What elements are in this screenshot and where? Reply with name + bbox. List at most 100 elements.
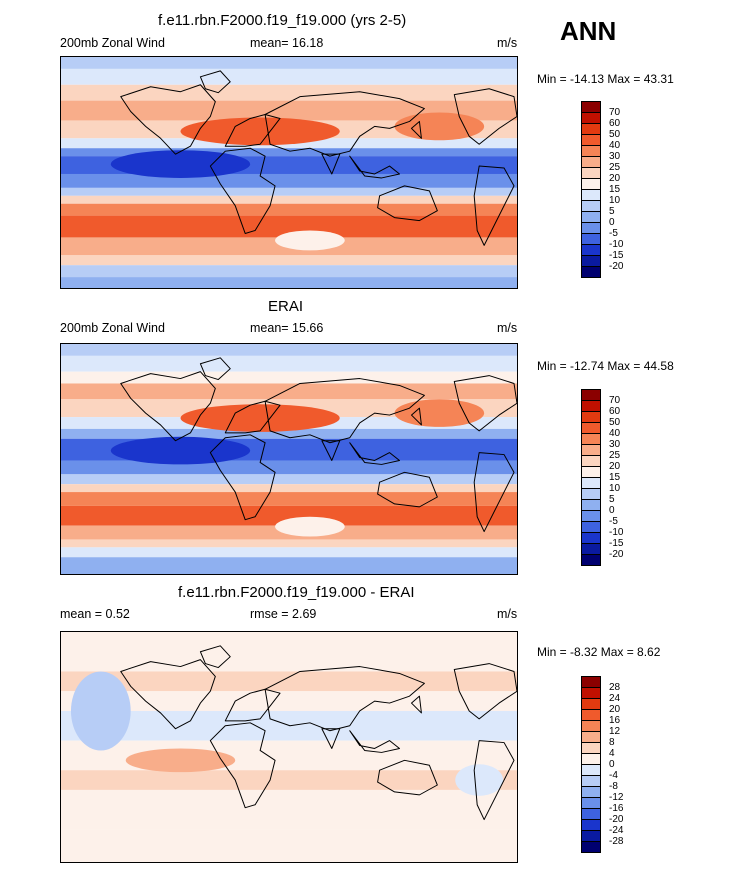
contour-feature — [455, 764, 504, 796]
contour-band — [61, 371, 517, 384]
colorbar-swatch — [581, 167, 601, 178]
colorbar-tick-label: 0 — [609, 217, 615, 228]
coastline — [453, 88, 517, 145]
colorbar-tick-label: -8 — [609, 781, 618, 792]
colorbar-swatch — [581, 521, 601, 532]
colorbar-swatch — [581, 178, 601, 189]
colorbar-swatch — [581, 742, 601, 753]
colorbar-tick-label: 15 — [609, 472, 621, 483]
colorbar-swatch — [581, 830, 601, 841]
coastline — [264, 91, 425, 157]
coastline — [199, 645, 231, 669]
colorbar-tick-label: 5 — [609, 206, 615, 217]
colorbar-swatch — [581, 422, 601, 433]
colorbar-swatch — [581, 543, 601, 554]
contour-band — [61, 691, 517, 711]
contour-band — [61, 671, 517, 692]
colorbar-swatch — [581, 676, 601, 687]
panel-2-variable-label: 200mb Zonal Wind — [60, 321, 165, 335]
contour-band — [61, 789, 517, 830]
contour-band — [61, 148, 517, 157]
colorbar-swatch — [581, 145, 601, 156]
colorbar-tick-label: 20 — [609, 461, 621, 472]
panel-1-minmax-label: Min = -14.13 Max = 43.31 — [537, 72, 674, 86]
contour-band — [61, 100, 517, 121]
colorbar-swatch — [581, 266, 601, 277]
colorbar-tick-label: 12 — [609, 726, 621, 737]
contour-band — [61, 474, 517, 485]
colorbar-swatch — [581, 189, 601, 200]
panel-3-rmse-label: rmse = 2.69 — [250, 607, 317, 621]
coastline — [377, 471, 438, 508]
colorbar-swatch — [581, 123, 601, 134]
colorbar-tick-label: 60 — [609, 118, 621, 129]
colorbar-tick-label: 30 — [609, 151, 621, 162]
panel-3-units-label: m/s — [497, 607, 518, 621]
contour-band — [61, 428, 517, 439]
colorbar-tick-label: -15 — [609, 538, 624, 549]
colorbar-swatch — [581, 554, 601, 565]
coastline — [473, 740, 515, 821]
colorbar-tick-label: 0 — [609, 759, 615, 770]
contour-band — [61, 68, 517, 85]
colorbar-swatch — [581, 233, 601, 244]
panel-2-map — [60, 343, 518, 575]
coastline — [224, 688, 281, 722]
contour-band — [61, 383, 517, 400]
panel-1-map — [60, 56, 518, 289]
contour-band — [61, 265, 517, 278]
coastline — [410, 407, 422, 426]
coastline — [473, 452, 515, 533]
panel-3-mean-label: mean = 0.52 — [60, 607, 130, 621]
contour-feature — [394, 112, 485, 141]
colorbar-tick-label: 25 — [609, 450, 621, 461]
colorbar-tick-label: -20 — [609, 814, 624, 825]
colorbar-tick-label: 28 — [609, 682, 621, 693]
coastline — [377, 759, 438, 796]
colorbar-swatch — [581, 156, 601, 167]
contour-feature — [110, 150, 251, 178]
contour-band — [61, 277, 517, 288]
coastline — [209, 722, 276, 809]
contour-band — [61, 484, 517, 493]
colorbar-tick-label: -5 — [609, 516, 618, 527]
coastline — [349, 155, 401, 179]
contour-feature — [70, 671, 131, 751]
colorbar-tick-label: 70 — [609, 395, 621, 406]
colorbar-tick-label: -10 — [609, 527, 624, 538]
contour-band — [61, 203, 517, 216]
colorbar-tick-label: -4 — [609, 770, 618, 781]
colorbar-tick-label: 60 — [609, 406, 621, 417]
contour-band — [61, 255, 517, 266]
coastline — [199, 357, 231, 381]
contour-band — [61, 344, 517, 356]
colorbar-tick-label: 24 — [609, 693, 621, 704]
colorbar-swatch — [581, 244, 601, 255]
colorbar-swatch — [581, 411, 601, 422]
coastline — [321, 728, 341, 749]
colorbar-tick-label: -20 — [609, 261, 624, 272]
colorbar-swatch — [581, 255, 601, 266]
coastline — [453, 663, 517, 720]
contour-band — [61, 547, 517, 558]
coastline — [209, 147, 276, 234]
contour-feature — [275, 230, 345, 251]
colorbar-swatch — [581, 720, 601, 731]
panel-1-mean-label: mean= 16.18 — [250, 36, 324, 50]
colorbar-tick-label: -28 — [609, 836, 624, 847]
colorbar-bottom-edge — [581, 852, 601, 853]
colorbar-tick-label: 25 — [609, 162, 621, 173]
contour-band — [61, 492, 517, 506]
coastline — [321, 153, 341, 175]
colorbar-swatch — [581, 389, 601, 400]
colorbar-tick-label: 20 — [609, 704, 621, 715]
contour-feature — [180, 404, 340, 432]
panel-2-units-label: m/s — [497, 321, 518, 335]
colorbar-swatch — [581, 499, 601, 510]
coastline — [120, 659, 216, 730]
season-label: ANN — [560, 16, 617, 46]
panel-1-title: f.e11.rbn.F2000.f19_f19.000 (yrs 2-5) — [158, 12, 407, 29]
contour-band — [61, 505, 517, 526]
contour-band — [61, 539, 517, 548]
coastline — [453, 375, 517, 432]
